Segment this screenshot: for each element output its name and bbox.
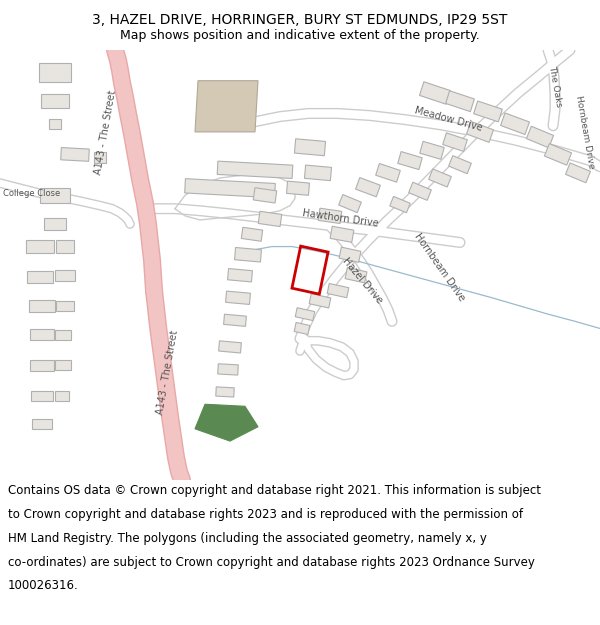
Polygon shape bbox=[327, 284, 349, 298]
Text: co-ordinates) are subject to Crown copyright and database rights 2023 Ordnance S: co-ordinates) are subject to Crown copyr… bbox=[8, 556, 535, 569]
Text: Meadow Drive: Meadow Drive bbox=[413, 106, 483, 134]
Polygon shape bbox=[55, 269, 75, 281]
Polygon shape bbox=[49, 119, 61, 129]
Polygon shape bbox=[39, 63, 71, 82]
Polygon shape bbox=[41, 94, 69, 108]
Polygon shape bbox=[338, 194, 361, 213]
Polygon shape bbox=[56, 241, 74, 252]
Polygon shape bbox=[318, 208, 342, 224]
Text: Hornbeam Drive: Hornbeam Drive bbox=[574, 94, 596, 169]
Polygon shape bbox=[195, 404, 258, 441]
Polygon shape bbox=[235, 248, 262, 262]
Polygon shape bbox=[253, 188, 277, 203]
Polygon shape bbox=[339, 247, 361, 262]
Polygon shape bbox=[398, 151, 422, 169]
Text: Contains OS data © Crown copyright and database right 2021. This information is : Contains OS data © Crown copyright and d… bbox=[8, 484, 541, 498]
Polygon shape bbox=[55, 329, 71, 340]
Polygon shape bbox=[294, 322, 310, 334]
Polygon shape bbox=[446, 91, 475, 112]
Polygon shape bbox=[330, 226, 354, 242]
Text: Map shows position and indicative extent of the property.: Map shows position and indicative extent… bbox=[120, 29, 480, 41]
Text: The Oaks: The Oaks bbox=[547, 64, 563, 108]
Polygon shape bbox=[345, 268, 367, 283]
Polygon shape bbox=[56, 301, 74, 311]
Text: Hornbeam Drive: Hornbeam Drive bbox=[413, 231, 467, 303]
Polygon shape bbox=[287, 181, 310, 196]
Polygon shape bbox=[44, 218, 66, 230]
Polygon shape bbox=[32, 419, 52, 429]
Polygon shape bbox=[376, 164, 400, 182]
Polygon shape bbox=[27, 271, 53, 283]
Polygon shape bbox=[500, 113, 529, 134]
Polygon shape bbox=[409, 182, 431, 201]
Polygon shape bbox=[309, 294, 331, 308]
Polygon shape bbox=[31, 391, 53, 401]
Text: HM Land Registry. The polygons (including the associated geometry, namely x, y: HM Land Registry. The polygons (includin… bbox=[8, 532, 487, 545]
Polygon shape bbox=[226, 291, 250, 304]
Polygon shape bbox=[94, 152, 106, 162]
Polygon shape bbox=[526, 126, 554, 148]
Text: 3, HAZEL DRIVE, HORRINGER, BURY ST EDMUNDS, IP29 5ST: 3, HAZEL DRIVE, HORRINGER, BURY ST EDMUN… bbox=[92, 13, 508, 27]
Polygon shape bbox=[40, 188, 70, 203]
Polygon shape bbox=[195, 81, 258, 132]
Polygon shape bbox=[544, 144, 572, 165]
Polygon shape bbox=[295, 139, 326, 156]
Polygon shape bbox=[26, 240, 54, 253]
Polygon shape bbox=[224, 314, 247, 326]
Polygon shape bbox=[428, 169, 451, 187]
Polygon shape bbox=[227, 269, 253, 282]
Polygon shape bbox=[241, 228, 263, 241]
Polygon shape bbox=[30, 329, 54, 340]
Polygon shape bbox=[304, 165, 332, 181]
Polygon shape bbox=[217, 161, 293, 179]
Polygon shape bbox=[218, 364, 238, 375]
Text: to Crown copyright and database rights 2023 and is reproduced with the permissio: to Crown copyright and database rights 2… bbox=[8, 508, 523, 521]
Polygon shape bbox=[449, 156, 472, 174]
Polygon shape bbox=[566, 163, 590, 182]
Text: College Close: College Close bbox=[4, 189, 61, 198]
Polygon shape bbox=[212, 408, 228, 419]
Polygon shape bbox=[467, 121, 493, 142]
Text: A143 - The Street: A143 - The Street bbox=[155, 329, 179, 416]
Polygon shape bbox=[218, 341, 241, 353]
Polygon shape bbox=[258, 211, 282, 227]
Text: 100026316.: 100026316. bbox=[8, 579, 79, 592]
Polygon shape bbox=[185, 179, 275, 198]
Polygon shape bbox=[473, 101, 502, 122]
Polygon shape bbox=[443, 133, 467, 151]
Polygon shape bbox=[30, 360, 54, 371]
Polygon shape bbox=[390, 196, 410, 212]
Polygon shape bbox=[419, 82, 451, 104]
Polygon shape bbox=[29, 300, 55, 312]
Polygon shape bbox=[61, 148, 89, 161]
Polygon shape bbox=[356, 177, 380, 197]
Text: A143 - The Street: A143 - The Street bbox=[92, 89, 118, 175]
Polygon shape bbox=[216, 387, 234, 397]
Polygon shape bbox=[420, 141, 444, 159]
Text: Hawthorn Drive: Hawthorn Drive bbox=[301, 208, 379, 228]
Polygon shape bbox=[55, 360, 71, 371]
Polygon shape bbox=[295, 308, 315, 321]
Text: Hazel Drive: Hazel Drive bbox=[340, 256, 384, 305]
Polygon shape bbox=[55, 391, 69, 401]
